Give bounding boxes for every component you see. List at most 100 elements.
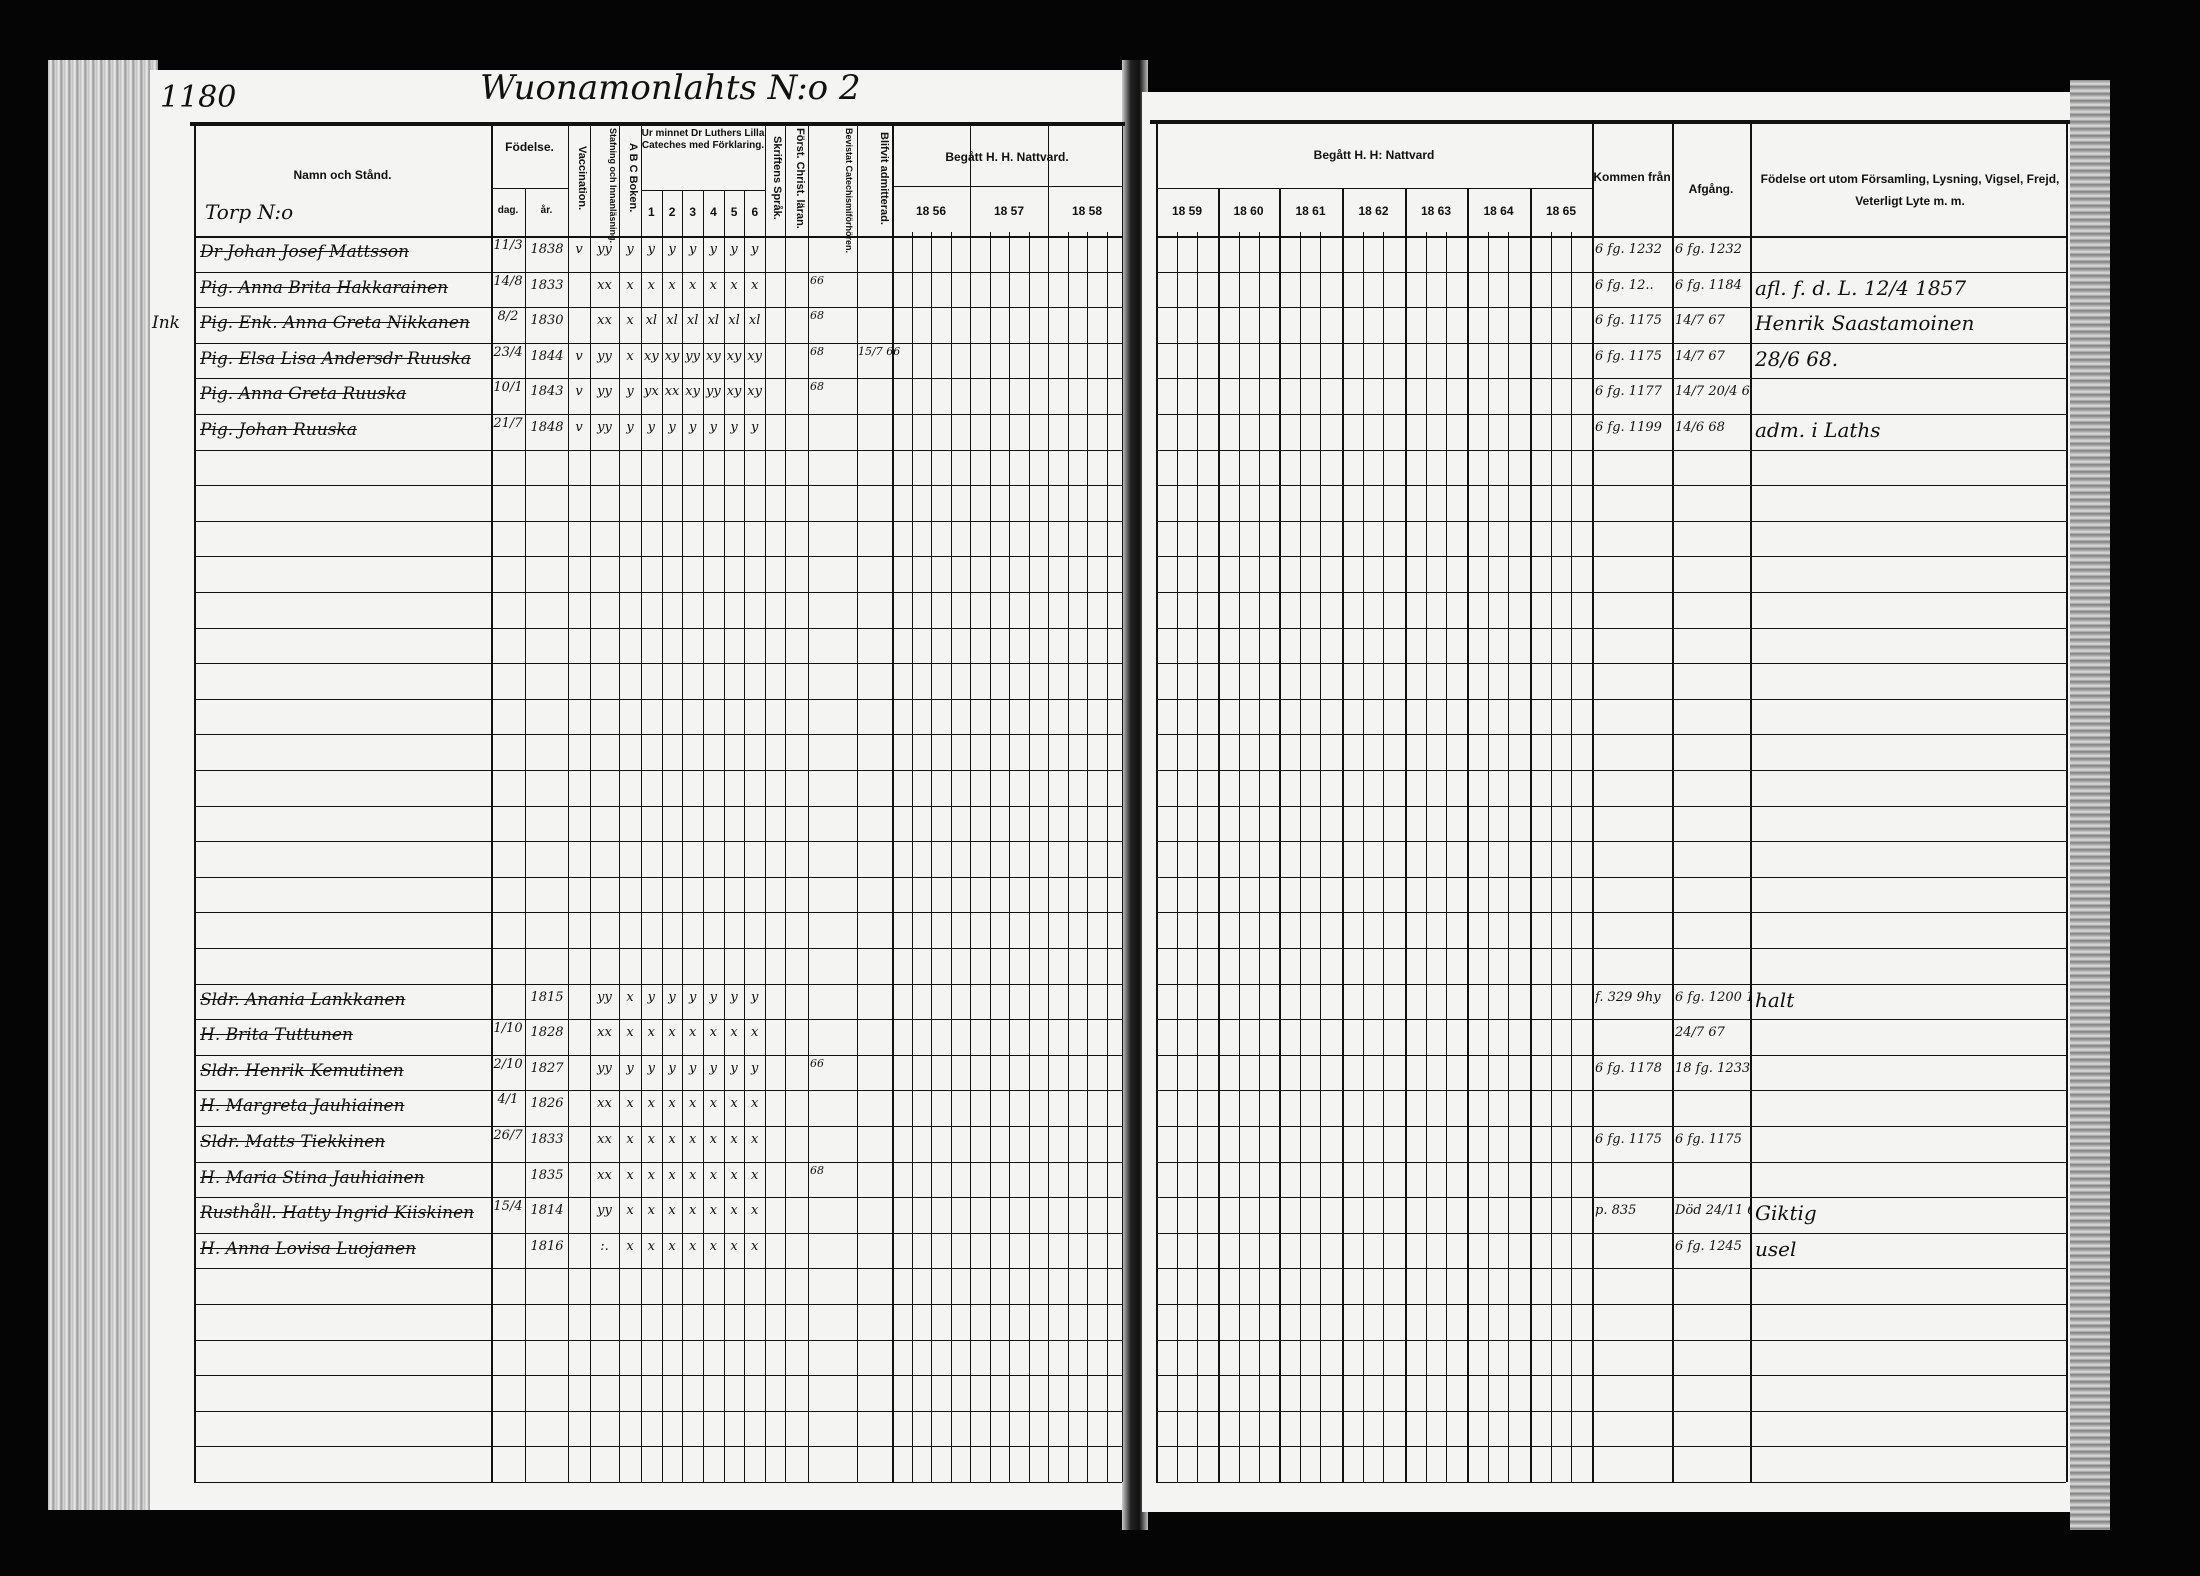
row-line — [1156, 378, 2066, 380]
catechism-mark: y — [668, 1060, 676, 1076]
header-arrived: Kommen från — [1593, 170, 1671, 184]
catechism-mark: y — [750, 1060, 759, 1076]
village-title: Wuonamonlahts N:o 2 — [480, 68, 861, 108]
header-examinations: Bevistat Catechismiförhören. — [844, 128, 854, 254]
departure: 14/7 20/4 68 — [1675, 384, 1751, 400]
examination-mark: 68 — [810, 380, 824, 394]
catechism-mark: x — [730, 1238, 738, 1254]
birth-year: 1848 — [530, 420, 564, 435]
catechism-mark: :. — [600, 1238, 609, 1254]
row-line — [194, 307, 1122, 309]
catechism-mark: x — [647, 1167, 656, 1183]
header-bottom-rule — [1156, 236, 2066, 238]
row-line — [194, 1090, 1122, 1092]
column-line — [1218, 188, 1220, 1482]
header-communion-year: 18 64 — [1483, 204, 1514, 218]
departure: 6 fg. 1200 1/6 68 — [1675, 989, 1751, 1005]
header-remarks: Födelse ort utom Församling, Lysning, Vi… — [1760, 172, 2060, 208]
row-line — [1156, 627, 2066, 629]
column-line — [744, 190, 746, 1482]
birth-year: 1835 — [530, 1167, 564, 1183]
header-communion-year: 18 59 — [1171, 204, 1203, 218]
column-line — [892, 122, 894, 1482]
column-line — [2066, 122, 2068, 1482]
person-name: H. Maria Stina Jauhiainen — [200, 1167, 425, 1188]
catechism-mark: x — [709, 277, 718, 293]
catechism-mark: y — [709, 989, 718, 1005]
catechism-mark: x — [709, 1238, 718, 1254]
catechism-mark: y — [647, 989, 656, 1005]
catechism-mark: y — [730, 1060, 738, 1076]
catechism-mark: x — [709, 1025, 718, 1041]
row-line — [1156, 1339, 2066, 1341]
birth-year: 1815 — [530, 989, 564, 1005]
column-line — [1550, 232, 1552, 1482]
column-line — [568, 122, 569, 1482]
departure: 6 fg. 1245 — [1675, 1238, 1742, 1254]
birth-year: 1828 — [530, 1025, 564, 1041]
arrived-from: f. 329 9hy — [1595, 989, 1661, 1005]
column-line — [970, 122, 971, 1482]
catechism-mark: y — [730, 989, 738, 1005]
row-line — [1156, 1482, 2066, 1483]
catechism-mark: xy — [726, 348, 742, 364]
remark-note: halt — [1755, 987, 1795, 1012]
catechism-mark: x — [668, 1203, 676, 1219]
row-line — [194, 1446, 1122, 1448]
catechism-mark: yy — [705, 384, 721, 400]
birth-year: 1830 — [530, 313, 564, 329]
departure: Död 24/11 64 — [1675, 1203, 1751, 1219]
catechism-mark: x — [668, 1238, 676, 1254]
remark-note: Giktig — [1755, 1201, 1817, 1226]
row-line — [1156, 698, 2066, 700]
remark-note: Henrik Saastamoinen — [1755, 311, 1975, 336]
header-admitted: Blifvit admitterad. — [878, 131, 890, 225]
catechism-mark: xl — [707, 313, 720, 329]
row-line — [1156, 592, 2066, 593]
catechism-mark: v — [575, 348, 583, 364]
column-line — [1750, 122, 1752, 1482]
catechism-mark: x — [709, 1203, 718, 1219]
admitted-date: 15/7 66 — [858, 344, 901, 358]
catechism-mark: y — [688, 420, 697, 435]
row-line — [194, 1482, 1122, 1483]
column-line — [1048, 122, 1049, 1482]
row-line — [194, 1197, 1122, 1199]
departure: 6 fg. 1175 — [1675, 1132, 1742, 1147]
catechism-mark: y — [750, 420, 759, 435]
catechism-mark: xy — [706, 348, 721, 364]
row-line — [194, 698, 1122, 700]
catechism-mark: x — [688, 1238, 697, 1254]
catechism-mark: x — [688, 1132, 697, 1147]
catechism-mark: x — [688, 1167, 697, 1183]
row-line — [1156, 1375, 2066, 1377]
remark-note: usel — [1755, 1236, 1797, 1261]
row-line — [194, 271, 1122, 273]
header-communion-year: 18 58 — [1071, 204, 1103, 218]
person-name: Sldr. Anania Lankkanen — [200, 989, 406, 1010]
column-line — [1197, 232, 1199, 1482]
departure: 18 fg. 1233 — [1675, 1060, 1751, 1076]
column-line — [1508, 232, 1510, 1482]
person-name: Pig. Anna Greta Ruuska — [200, 384, 407, 405]
catechism-mark: x — [626, 1025, 634, 1041]
row-line — [1156, 1304, 2066, 1305]
catechism-mark: y — [647, 420, 656, 435]
row-line — [194, 948, 1122, 949]
header-communion-year: 18 57 — [993, 204, 1025, 218]
catechism-mark: xy — [685, 384, 700, 400]
catechism-mark: y — [626, 1060, 634, 1076]
person-name: Sldr. Henrik Kemutinen — [200, 1060, 404, 1081]
column-line — [723, 190, 725, 1482]
catechism-mark: x — [688, 1096, 697, 1112]
arrived-from: 6 fg. 1177 — [1595, 384, 1662, 400]
column-line — [1238, 232, 1240, 1482]
header-communion-year: 18 56 — [915, 204, 947, 218]
row-line — [1156, 663, 2066, 665]
column-line — [1405, 188, 1407, 1482]
catechism-mark: x — [647, 1132, 656, 1147]
row-line — [1156, 1410, 2066, 1412]
person-name: Pig. Anna Brita Hakkarainen — [200, 277, 449, 298]
row-line — [1156, 414, 2066, 415]
catechism-mark: yy — [685, 348, 700, 364]
